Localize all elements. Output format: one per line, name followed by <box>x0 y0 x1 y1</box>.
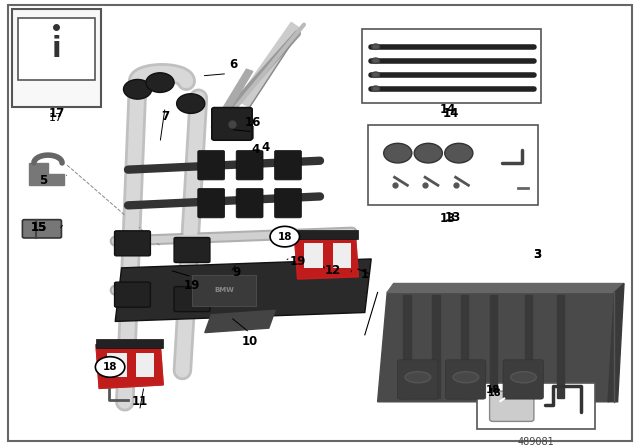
Ellipse shape <box>405 372 431 383</box>
FancyBboxPatch shape <box>212 108 252 140</box>
Text: 9: 9 <box>233 266 241 279</box>
FancyBboxPatch shape <box>490 391 534 422</box>
Text: 489081: 489081 <box>518 437 554 447</box>
Text: 4: 4 <box>252 143 260 156</box>
FancyBboxPatch shape <box>333 243 351 268</box>
Text: 3: 3 <box>534 248 541 261</box>
Polygon shape <box>387 284 624 293</box>
Text: 18: 18 <box>488 388 502 398</box>
FancyBboxPatch shape <box>294 230 358 239</box>
Polygon shape <box>432 295 440 398</box>
FancyBboxPatch shape <box>368 125 538 205</box>
Polygon shape <box>205 310 275 332</box>
Text: 17: 17 <box>49 113 63 123</box>
Polygon shape <box>237 22 301 107</box>
Text: 19: 19 <box>184 279 200 292</box>
Circle shape <box>95 357 125 377</box>
Polygon shape <box>96 341 163 388</box>
Text: 1: 1 <box>361 268 369 281</box>
Text: 11: 11 <box>131 395 148 408</box>
Ellipse shape <box>372 44 380 49</box>
FancyBboxPatch shape <box>96 339 163 348</box>
Text: BMW: BMW <box>214 287 234 293</box>
Circle shape <box>445 143 473 163</box>
FancyBboxPatch shape <box>236 189 263 218</box>
FancyBboxPatch shape <box>198 189 225 218</box>
Text: 19: 19 <box>289 254 306 267</box>
Text: 15: 15 <box>30 221 47 234</box>
FancyBboxPatch shape <box>136 353 154 377</box>
Text: 13: 13 <box>440 212 456 225</box>
Text: 12: 12 <box>324 263 341 276</box>
FancyBboxPatch shape <box>397 360 438 399</box>
Text: 18: 18 <box>486 385 500 395</box>
FancyBboxPatch shape <box>107 353 127 377</box>
Circle shape <box>414 143 442 163</box>
Circle shape <box>146 73 174 92</box>
FancyBboxPatch shape <box>22 220 61 238</box>
FancyBboxPatch shape <box>192 275 256 306</box>
Polygon shape <box>557 295 564 398</box>
FancyBboxPatch shape <box>12 9 101 107</box>
Text: 15: 15 <box>30 221 47 234</box>
Text: 3: 3 <box>534 248 541 261</box>
Text: 17: 17 <box>48 108 65 121</box>
Circle shape <box>270 226 300 247</box>
Text: 10: 10 <box>241 335 258 348</box>
FancyBboxPatch shape <box>477 383 595 430</box>
Polygon shape <box>403 295 411 398</box>
FancyBboxPatch shape <box>503 360 543 399</box>
Polygon shape <box>525 295 532 398</box>
FancyBboxPatch shape <box>362 29 541 103</box>
Text: 14: 14 <box>443 108 460 121</box>
Polygon shape <box>294 232 358 279</box>
Text: 16: 16 <box>244 116 261 129</box>
FancyBboxPatch shape <box>18 18 95 80</box>
FancyBboxPatch shape <box>115 231 150 256</box>
Polygon shape <box>378 293 618 402</box>
Text: 18: 18 <box>278 232 292 241</box>
FancyBboxPatch shape <box>174 287 210 312</box>
Polygon shape <box>490 295 497 398</box>
Polygon shape <box>96 341 163 388</box>
FancyBboxPatch shape <box>445 360 486 399</box>
FancyBboxPatch shape <box>275 151 301 180</box>
Polygon shape <box>294 232 358 279</box>
Ellipse shape <box>453 372 479 383</box>
Polygon shape <box>115 259 371 322</box>
FancyBboxPatch shape <box>198 151 225 180</box>
Text: 6: 6 <box>230 58 237 71</box>
FancyBboxPatch shape <box>174 237 210 263</box>
Text: 5: 5 <box>40 174 47 187</box>
Circle shape <box>124 79 152 99</box>
Polygon shape <box>461 295 468 398</box>
Text: i: i <box>51 35 61 63</box>
Ellipse shape <box>372 86 380 91</box>
FancyBboxPatch shape <box>236 151 263 180</box>
Circle shape <box>177 94 205 113</box>
Text: 7: 7 <box>161 110 169 123</box>
Text: 14: 14 <box>440 103 456 116</box>
Polygon shape <box>608 284 624 402</box>
Polygon shape <box>211 69 253 129</box>
Ellipse shape <box>372 72 380 78</box>
FancyBboxPatch shape <box>275 189 301 218</box>
Text: 13: 13 <box>445 211 461 224</box>
Ellipse shape <box>511 372 536 383</box>
FancyBboxPatch shape <box>115 282 150 307</box>
Text: 4: 4 <box>262 141 269 154</box>
FancyBboxPatch shape <box>304 243 323 268</box>
Circle shape <box>384 143 412 163</box>
Ellipse shape <box>372 58 380 63</box>
Text: 18: 18 <box>103 362 117 372</box>
Polygon shape <box>29 163 64 185</box>
